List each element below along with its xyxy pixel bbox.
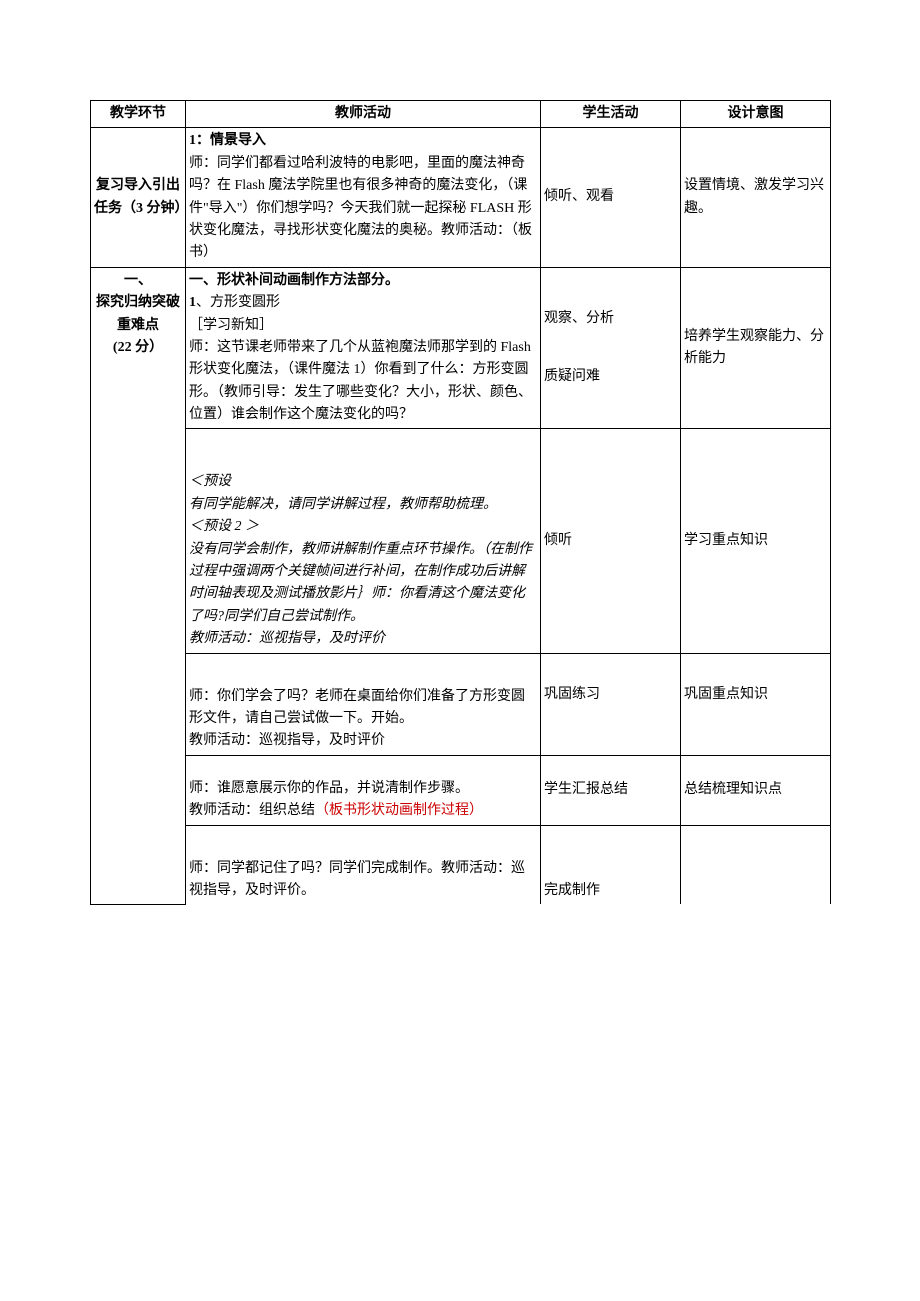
table-row: 师：你们学会了吗？老师在桌面给你们准备了方形变圆形文件，请自己尝试做一下。开始。… — [91, 653, 831, 755]
table-row: 师：谁愿意展示你的作品，并说清制作步骤。 教师活动：组织总结（板书形状动画制作过… — [91, 755, 831, 825]
intent-cell-1: 设置情境、激发学习兴趣。 — [681, 128, 831, 267]
teacher-cell-5: 师：谁愿意展示你的作品，并说清制作步骤。 教师活动：组织总结（板书形状动画制作过… — [186, 755, 541, 825]
intent-cell-2: 培养学生观察能力、分析能力 — [681, 267, 831, 429]
teacher-cell-3: ＜预设 有同学能解决，请同学讲解过程，教师帮助梳理。 ＜预设 2 ＞ 没有同学会… — [186, 429, 541, 653]
row5-t2b: （板书形状动画制作过程） — [315, 803, 483, 818]
row5-t1: 师：谁愿意展示你的作品，并说清制作步骤。 — [189, 778, 537, 800]
student-cell-4: 巩固练习 — [541, 653, 681, 755]
row3-t3: ＜预设 2 ＞ — [189, 516, 537, 538]
row2-student-1: 观察、分析 — [544, 308, 677, 330]
student-cell-6: 完成制作 — [541, 825, 681, 904]
teacher-cell-2: 一、形状补间动画制作方法部分。 1、方形变圆形 ［学习新知］ 师：这节课老师带来… — [186, 267, 541, 429]
student-gap — [544, 330, 677, 366]
table-row: 师：同学都记住了吗？同学们完成制作。教师活动：巡视指导，及时评价。 完成制作 — [91, 825, 831, 904]
row5-t2a: 教师活动：组织总结 — [189, 803, 315, 818]
row3-top-space — [189, 431, 537, 471]
lesson-plan-table: 教学环节 教师活动 学生活动 设计意图 复习导入引出任务（3 分钟） 1：情景导… — [90, 100, 831, 905]
intent-cell-6 — [681, 825, 831, 904]
row1-teacher-body: 师：同学们都看过哈利波特的电影吧，里面的魔法神奇吗？在 Flash 魔法学院里也… — [189, 153, 537, 265]
row2-t-p2-rest: 、方形变圆形 — [196, 295, 280, 310]
row4-intent: 巩固重点知识 — [684, 687, 768, 702]
row3-t1: ＜预设 — [189, 471, 537, 493]
stage-cell-1: 复习导入引出任务（3 分钟） — [91, 128, 186, 267]
intent-cell-5: 总结梳理知识点 — [681, 755, 831, 825]
student-cell-5: 学生汇报总结 — [541, 755, 681, 825]
header-student: 学生活动 — [541, 101, 681, 128]
row2-student-2: 质疑问难 — [544, 366, 677, 388]
intent-cell-3: 学习重点知识 — [681, 429, 831, 653]
table-header-row: 教学环节 教师活动 学生活动 设计意图 — [91, 101, 831, 128]
student-cell-1: 倾听、观看 — [541, 128, 681, 267]
header-stage: 教学环节 — [91, 101, 186, 128]
row6-t: 师：同学都记住了吗？同学们完成制作。教师活动：巡视指导，及时评价。 — [189, 858, 537, 903]
row4-t2: 教师活动：巡视指导，及时评价 — [189, 730, 537, 752]
teacher-cell-6: 师：同学都记住了吗？同学们完成制作。教师活动：巡视指导，及时评价。 — [186, 825, 541, 904]
row3-t5: 教师活动：巡视指导，及时评价 — [189, 628, 537, 650]
row5-top-space — [189, 758, 537, 778]
header-stage-label: 教学环节 — [94, 103, 182, 125]
row4-student: 巩固练习 — [544, 687, 600, 702]
stage-1-text: 复习导入引出任务（3 分钟） — [94, 178, 189, 215]
row1-teacher-title: 1：情景导入 — [189, 130, 537, 152]
row3-t2: 有同学能解决，请同学讲解过程，教师帮助梳理。 — [189, 494, 537, 516]
row2-t-p1: 一、形状补间动画制作方法部分。 — [189, 270, 537, 292]
row4-top-space — [189, 656, 537, 686]
intent-cell-4: 巩固重点知识 — [681, 653, 831, 755]
table-row: ＜预设 有同学能解决，请同学讲解过程，教师帮助梳理。 ＜预设 2 ＞ 没有同学会… — [91, 429, 831, 653]
row6-top-space — [189, 828, 537, 858]
stage-2-l1: 一、 — [94, 270, 182, 292]
student-cell-3: 倾听 — [541, 429, 681, 653]
row4-t1: 师：你们学会了吗？老师在桌面给你们准备了方形变圆形文件，请自己尝试做一下。开始。 — [189, 686, 537, 731]
stage-2-l2: 探究归纳突破重难点 — [94, 292, 182, 337]
row5-t2-wrap: 教师活动：组织总结（板书形状动画制作过程） — [189, 800, 537, 822]
row6-student: 完成制作 — [544, 883, 600, 898]
row3-t4: 没有同学会制作，教师讲解制作重点环节操作。（在制作过程中强调两个关键帧间进行补间… — [189, 539, 537, 629]
header-intent: 设计意图 — [681, 101, 831, 128]
row2-t-p2-bold: 1 — [189, 295, 196, 310]
stage-2-l3: (22 分） — [94, 337, 182, 359]
document-page: 教学环节 教师活动 学生活动 设计意图 复习导入引出任务（3 分钟） 1：情景导… — [0, 0, 920, 1301]
student-cell-2: 观察、分析 质疑问难 — [541, 267, 681, 429]
header-teacher: 教师活动 — [186, 101, 541, 128]
row2-t-p2-wrap: 1、方形变圆形 — [189, 292, 537, 314]
table-row: 复习导入引出任务（3 分钟） 1：情景导入 师：同学们都看过哈利波特的电影吧，里… — [91, 128, 831, 267]
table-row: 一、 探究归纳突破重难点 (22 分） 一、形状补间动画制作方法部分。 1、方形… — [91, 267, 831, 429]
row2-t-p3: ［学习新知］ — [189, 315, 537, 337]
stage-cell-2: 一、 探究归纳突破重难点 (22 分） — [91, 267, 186, 904]
teacher-cell-4: 师：你们学会了吗？老师在桌面给你们准备了方形变圆形文件，请自己尝试做一下。开始。… — [186, 653, 541, 755]
row2-t-p4: 师：这节课老师带来了几个从蓝袍魔法师那学到的 Flash 形状变化魔法，（课件魔… — [189, 337, 537, 427]
teacher-cell-1: 1：情景导入 师：同学们都看过哈利波特的电影吧，里面的魔法神奇吗？在 Flash… — [186, 128, 541, 267]
